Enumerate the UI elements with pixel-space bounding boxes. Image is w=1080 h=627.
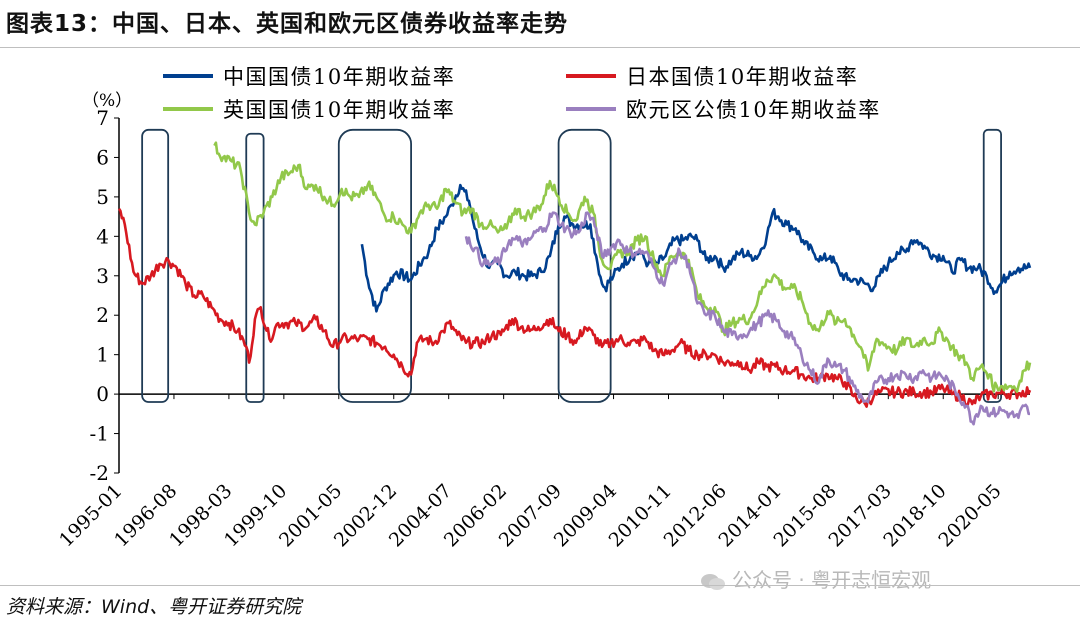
legend-label: 日本国债10年期收益率 xyxy=(626,65,858,89)
y-tick-label: 1 xyxy=(96,343,109,367)
watermark: 公众号 · 粤开志恒宏观 xyxy=(700,564,931,593)
y-tick-label: 7 xyxy=(96,106,109,130)
source-note: 资料来源：Wind、粤开证券研究院 xyxy=(6,596,302,618)
legend-label: 中国国债10年期收益率 xyxy=(223,65,455,89)
watermark-text: 公众号 · 粤开志恒宏观 xyxy=(732,568,932,592)
series-lines xyxy=(117,141,1032,426)
wechat-icon xyxy=(701,573,725,590)
series-line-1 xyxy=(360,183,1032,313)
highlight-box xyxy=(982,128,1002,403)
y-tick-label: -1 xyxy=(90,422,109,446)
chart-title: 图表13：中国、日本、英国和欧元区债券收益率走势 xyxy=(6,11,569,37)
y-tick-label: 4 xyxy=(96,224,109,248)
highlight-box xyxy=(141,128,170,403)
y-tick-label: -2 xyxy=(90,461,109,485)
source-divider xyxy=(0,585,1080,586)
y-tick-label: 2 xyxy=(96,303,109,327)
y-tick-label: 5 xyxy=(96,185,109,209)
legend-label: 欧元区公债10年期收益率 xyxy=(626,98,881,122)
legend-label: 英国国债10年期收益率 xyxy=(223,98,455,122)
y-tick-label: 3 xyxy=(96,264,109,288)
y-tick-label: 6 xyxy=(96,145,109,169)
highlight-box xyxy=(337,128,412,403)
y-tick-label: 0 xyxy=(96,382,109,406)
series-line-2 xyxy=(117,207,1032,408)
y-axis-label: （%） xyxy=(82,91,132,111)
highlight-box xyxy=(245,132,265,403)
title-divider xyxy=(0,47,1080,48)
series-line-4 xyxy=(464,211,1030,426)
series-line-3 xyxy=(213,141,1032,393)
annotation-boxes xyxy=(141,128,1002,403)
